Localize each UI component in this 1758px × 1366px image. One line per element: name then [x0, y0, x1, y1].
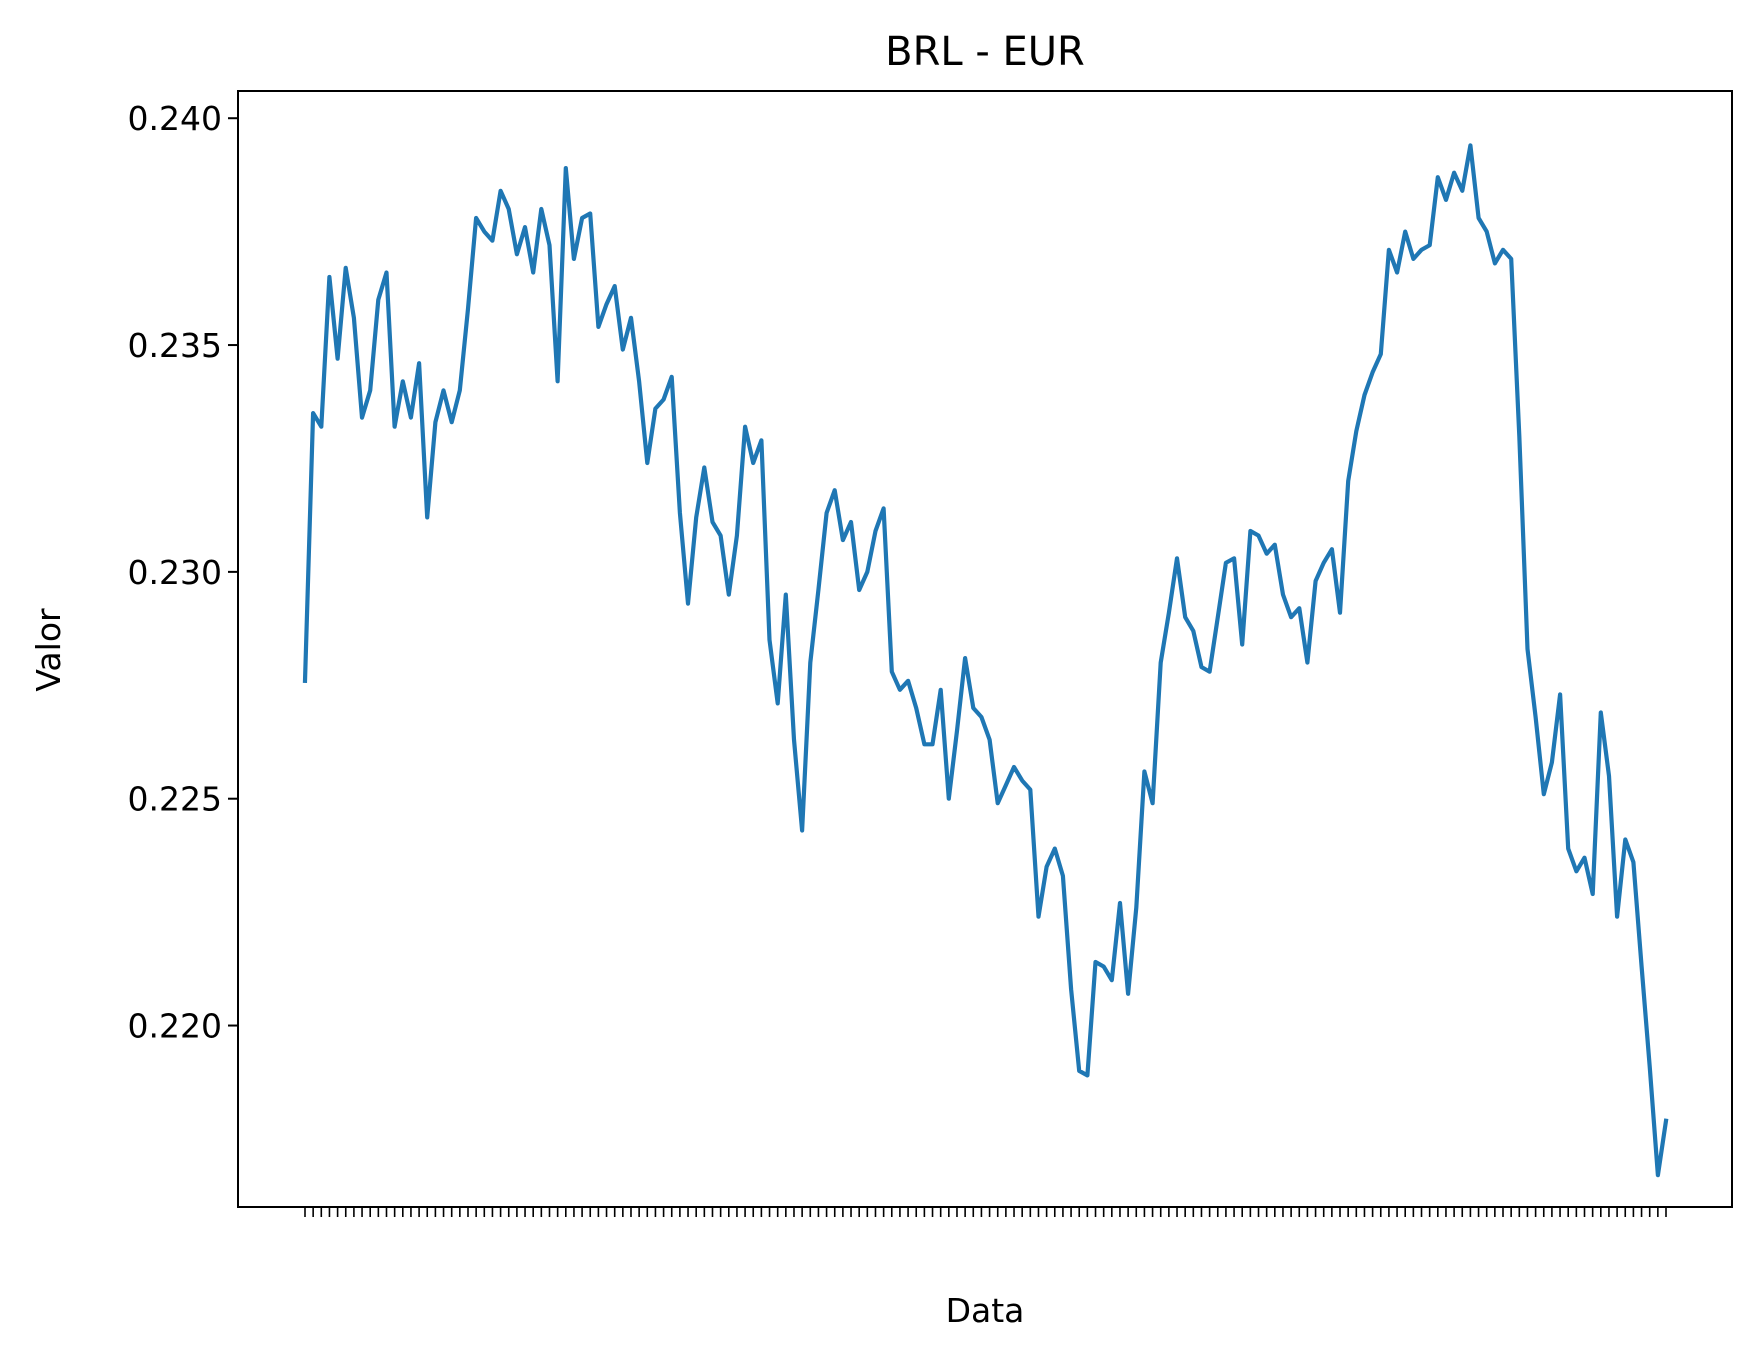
chart-title: BRL - EUR — [885, 29, 1085, 75]
y-tick-label: 0.240 — [128, 99, 222, 138]
y-axis-ticks: 0.220 0.225 0.230 0.235 0.240 — [128, 99, 238, 1046]
series-line — [302, 143, 1669, 1178]
y-tick-label: 0.230 — [128, 553, 222, 592]
y-axis-label: Valor — [29, 608, 68, 692]
y-tick-label: 0.225 — [128, 780, 222, 819]
x-axis-label: Data — [946, 1291, 1025, 1330]
plot-area-frame — [237, 90, 1733, 1208]
y-tick-label: 0.220 — [128, 1007, 222, 1046]
x-axis-ticks — [304, 1207, 1667, 1217]
y-tick-label: 0.235 — [128, 326, 222, 365]
